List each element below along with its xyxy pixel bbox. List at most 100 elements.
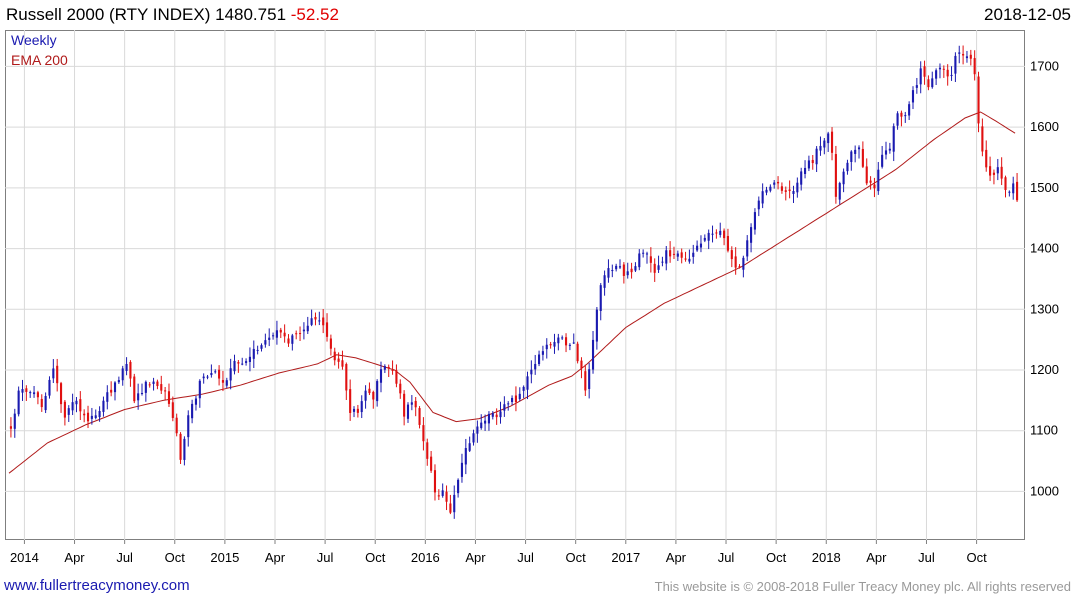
candle-body <box>194 398 198 405</box>
candle-body <box>79 399 82 412</box>
candle-body <box>175 417 178 434</box>
candle-body <box>144 381 147 393</box>
candle-body <box>325 322 329 337</box>
candle-body <box>337 358 340 362</box>
candle-body <box>568 344 571 346</box>
candle-body <box>846 162 849 172</box>
candle-body <box>699 243 703 248</box>
candle-body <box>711 233 714 235</box>
candle-body <box>268 337 271 340</box>
candle-body <box>992 172 996 175</box>
candle-body <box>206 376 209 378</box>
candle-body <box>125 363 128 371</box>
candle-body <box>106 392 109 402</box>
candle-body <box>345 364 348 391</box>
candle-body <box>437 495 440 497</box>
candle-body <box>803 167 807 174</box>
candle-body <box>726 235 730 251</box>
candle-body <box>780 186 783 191</box>
x-tick-label: Oct <box>966 550 987 565</box>
candle-body <box>526 376 529 390</box>
candle-body <box>314 316 317 320</box>
ema-200-line <box>8 111 1016 474</box>
candle-body <box>985 149 988 168</box>
candle-body <box>499 411 502 418</box>
candle-body <box>383 366 386 370</box>
candle-body <box>946 69 949 77</box>
candle-body <box>341 360 344 367</box>
candle-body <box>511 397 514 403</box>
candle-body <box>746 240 749 257</box>
candle-body <box>688 258 691 262</box>
candle-body <box>410 402 413 405</box>
candle-body <box>272 335 275 337</box>
candle-body <box>919 68 922 85</box>
candle-body <box>973 58 976 75</box>
candle-body <box>487 413 491 424</box>
x-tick-label: Apr <box>666 550 687 565</box>
footer-website-link[interactable]: www.fullertreacymoney.com <box>4 577 190 594</box>
candle-body <box>850 151 853 162</box>
y-tick-label: 1700 <box>1030 58 1059 73</box>
candle-body <box>445 491 448 502</box>
candle-body <box>838 183 841 200</box>
candle-body <box>29 392 32 394</box>
candle-body <box>210 372 213 376</box>
x-tick-label: Apr <box>64 550 85 565</box>
candle-body <box>769 186 772 191</box>
candle-body <box>603 275 606 288</box>
y-tick-label: 1000 <box>1030 483 1059 498</box>
candle-body <box>796 182 799 193</box>
candle-body <box>615 265 618 270</box>
candle-body <box>788 189 791 192</box>
candle-body <box>989 166 992 176</box>
candle-body <box>950 74 953 76</box>
candle-body <box>1000 166 1003 179</box>
candle-body <box>591 339 595 370</box>
candle-body <box>110 389 113 393</box>
candle-body <box>67 408 70 415</box>
candle-body <box>676 253 679 257</box>
candle-body <box>541 351 544 355</box>
candle-body <box>460 462 464 477</box>
candle-body <box>349 389 352 413</box>
candle-body <box>356 408 359 413</box>
candle-body <box>364 390 367 401</box>
candle-body <box>537 354 541 365</box>
candle-body <box>264 340 267 345</box>
candle-body <box>283 332 286 337</box>
candle-body <box>399 383 402 394</box>
candle-body <box>672 253 676 255</box>
candle-body <box>183 438 186 460</box>
candle-body <box>306 325 309 332</box>
candle-body <box>877 169 880 192</box>
candle-body <box>707 232 710 241</box>
candle-body <box>923 66 926 77</box>
candle-body <box>225 380 228 386</box>
candle-body <box>827 133 830 144</box>
title-text: Russell 2000 (RTY INDEX) 1480.751 <box>6 5 287 24</box>
x-tick-label: Jul <box>918 550 935 565</box>
candle-body <box>360 401 363 413</box>
candle-body <box>179 433 182 460</box>
candle-body <box>534 363 537 370</box>
candle-body <box>152 381 155 384</box>
candle-body <box>784 190 787 192</box>
candle-body <box>202 376 205 379</box>
candle-body <box>807 160 810 169</box>
candle-body <box>256 349 259 351</box>
candle-body <box>260 345 263 349</box>
candle-body <box>75 400 78 405</box>
candle-body <box>102 400 105 412</box>
candle-body <box>730 250 733 260</box>
candle-body <box>156 381 159 387</box>
candle-body <box>333 351 336 361</box>
x-tick-label: Apr <box>465 550 486 565</box>
candle-body <box>865 166 868 184</box>
candle-body <box>368 388 371 394</box>
candle-body <box>857 147 861 150</box>
candle-body <box>418 408 421 425</box>
candle-body <box>645 253 649 255</box>
candle-body <box>595 309 598 342</box>
